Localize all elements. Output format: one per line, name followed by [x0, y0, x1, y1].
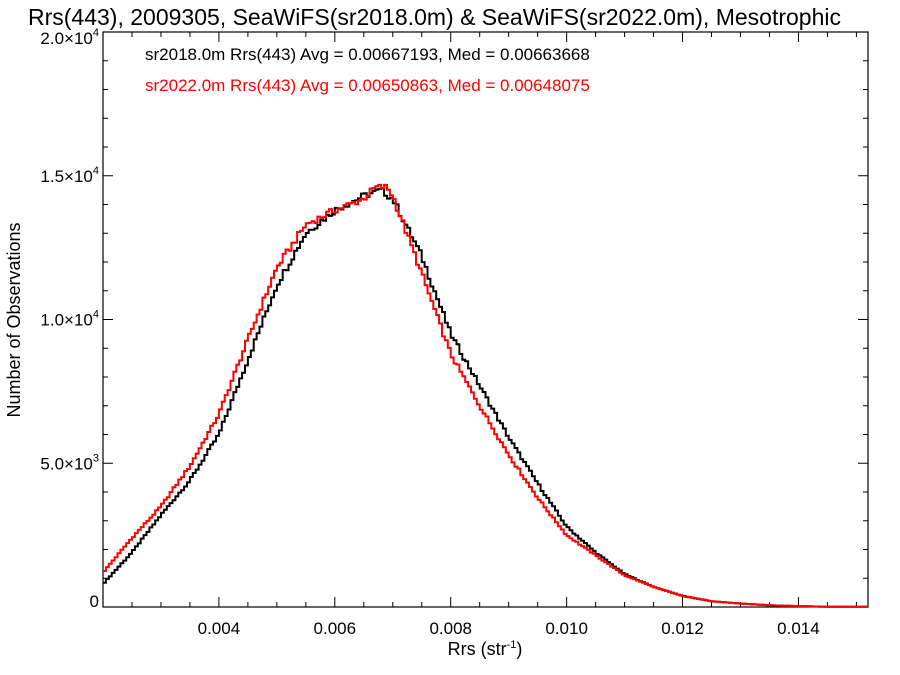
series-layer [103, 183, 868, 608]
y-tick-label: 1.0×104 [40, 309, 99, 330]
x-tick-label: 0.014 [777, 619, 820, 638]
x-tick-label: 0.006 [314, 619, 357, 638]
series-line-1 [103, 183, 868, 608]
x-tick-label: 0.010 [545, 619, 588, 638]
x-tick-label: 0.008 [429, 619, 472, 638]
x-tick-label: 0.004 [198, 619, 241, 638]
y-tick-label: 5.0×103 [40, 452, 99, 473]
y-tick-label: 2.0×104 [40, 27, 99, 48]
plot-frame [102, 31, 869, 608]
axis-ticks: 0.004 0.006 0.008 0.010 0.012 0.014 0 5.0×103 1.… [40, 27, 868, 638]
x-axis-title: Rrs (str-1) [448, 639, 523, 659]
legend-entry: sr2022.0m Rrs(443) Avg = 0.00650863, Med… [145, 76, 590, 95]
series-line-0 [103, 187, 868, 608]
y-axis-title: Number of Observations [4, 222, 24, 417]
x-tick-label: 0.012 [661, 619, 704, 638]
legend-entry: sr2018.0m Rrs(443) Avg = 0.00667193, Med… [145, 45, 590, 64]
y-tick-label: 0 [90, 592, 99, 611]
y-tick-label: 1.5×104 [40, 165, 99, 186]
chart-title: Rrs(443), 2009305, SeaWiFS(sr2018.0m) & … [28, 4, 841, 30]
legend: sr2018.0m Rrs(443) Avg = 0.00667193, Med… [145, 45, 590, 95]
